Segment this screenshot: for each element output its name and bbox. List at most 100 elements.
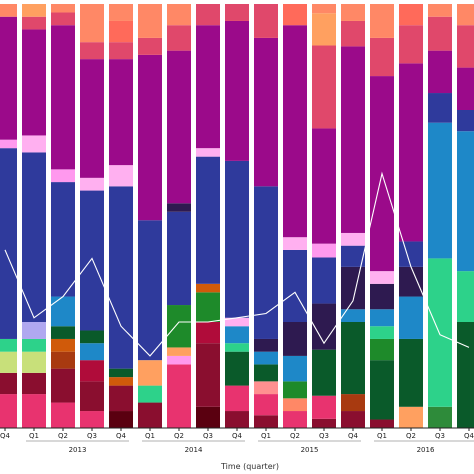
bar-7-segment-7 [196,25,220,149]
bar-12-segment-6 [341,232,365,246]
bar-7-segment-1 [196,343,220,407]
bar-12-segment-2 [341,322,365,395]
x-tick-label-4: Q4 [116,432,127,440]
bar-9-segment-6 [254,186,278,339]
x-tick-label-7: Q3 [203,432,213,440]
year-label-0: 2013 [69,446,87,454]
bar-1-segment-1 [22,372,46,395]
bar-2-segment-7 [51,169,75,183]
bar-1-segment-0 [22,394,46,428]
bar-11-segment-6 [312,128,336,244]
bar-0-segment-6 [0,16,17,140]
bar-16-segment-2 [457,131,474,272]
x-tick-label-12: Q4 [348,432,359,440]
bar-4-segment-6 [109,59,133,166]
ticks-layer: Q4 Q1 Q2 Q3 Q4 Q1 Q2 Q3 Q4 Q1 Q2 Q3 Q4 Q1 Q2 Q3 Q4 [0,428,474,440]
bar-7-segment-0 [196,406,220,428]
x-tick-label-6: Q2 [174,432,184,440]
bar-2-segment-2 [51,351,75,369]
bar-3-segment-2 [80,360,104,382]
year-label-2: 2015 [301,446,319,454]
bar-3-segment-3 [80,343,104,361]
x-axis-label: Time (quarter) [220,462,279,471]
bar-8-segment-8 [225,4,249,21]
bar-4-segment-2 [109,377,133,386]
bar-11-segment-3 [312,303,336,350]
x-tick-label-10: Q2 [290,432,300,440]
bar-7-segment-3 [196,292,220,322]
bar-6-segment-5 [167,203,191,212]
bar-2-segment-3 [51,338,75,352]
bar-0-segment-2 [0,351,17,373]
bar-6-segment-3 [167,305,191,348]
x-tick-label-13: Q1 [377,432,387,440]
bar-10-segment-7 [283,25,307,238]
bar-2-segment-10 [51,4,75,13]
bar-14-segment-2 [399,296,423,339]
bar-5-segment-5 [138,37,162,55]
bar-16-segment-1 [457,271,474,322]
bar-1-segment-5 [22,152,46,322]
bar-2-segment-0 [51,402,75,428]
bar-10-segment-4 [283,322,307,356]
bar-15-segment-2 [428,122,452,259]
bar-4-segment-8 [109,20,133,43]
x-tick-label-2: Q2 [58,432,68,440]
bar-5-segment-2 [138,360,162,386]
bar-0-segment-1 [0,372,17,395]
bar-3-segment-4 [80,330,104,344]
bar-4-segment-9 [109,4,133,21]
bar-5-segment-6 [138,4,162,38]
bar-11-segment-4 [312,257,336,304]
bar-7-segment-4 [196,283,220,293]
bar-7-segment-2 [196,322,220,344]
bar-6-segment-4 [167,211,191,306]
bar-11-segment-9 [312,4,336,14]
bar-3-segment-7 [80,59,104,178]
bar-11-segment-5 [312,243,336,258]
bar-12-segment-7 [341,46,365,233]
bar-16-segment-5 [457,25,474,68]
bar-6-segment-2 [167,347,191,356]
bar-2-segment-6 [51,182,75,297]
bar-6-segment-8 [167,4,191,26]
bar-14-segment-6 [399,25,423,64]
x-tick-label-14: Q2 [406,432,416,440]
bar-8-segment-6 [225,160,249,318]
bar-11-segment-1 [312,395,336,419]
bar-8-segment-4 [225,326,249,344]
bar-11-segment-8 [312,13,336,46]
bars-layer [0,4,474,428]
bar-16-segment-4 [457,67,474,110]
bar-0-segment-0 [0,394,17,428]
bar-3-segment-6 [80,177,104,191]
bar-8-segment-5 [225,317,249,327]
bar-15-segment-0 [428,406,452,428]
bar-16-segment-6 [457,4,474,26]
bar-0-segment-5 [0,139,17,149]
bar-11-segment-7 [312,45,336,129]
bar-12-segment-0 [341,411,365,428]
bar-5-segment-0 [138,402,162,428]
bar-8-segment-7 [225,20,249,161]
year-label-1: 2014 [185,446,203,454]
bar-9-segment-7 [254,37,278,187]
bar-10-segment-6 [283,237,307,250]
bar-9-segment-1 [254,394,278,416]
bar-13-segment-6 [370,271,394,284]
bar-4-segment-7 [109,42,133,60]
bar-14-segment-1 [399,338,423,407]
bar-0-segment-7 [0,4,17,17]
bar-15-segment-1 [428,258,452,407]
x-tick-label-9: Q1 [261,432,271,440]
bar-8-segment-0 [225,411,249,428]
bar-7-segment-8 [196,4,220,26]
years-layer: 2013 2014 2015 2016 [26,440,474,454]
bar-10-segment-1 [283,398,307,412]
bar-9-segment-2 [254,381,278,395]
bar-9-segment-8 [254,4,278,38]
bar-4-segment-0 [109,411,133,428]
bar-8-segment-1 [225,385,249,412]
bar-12-segment-8 [341,20,365,47]
